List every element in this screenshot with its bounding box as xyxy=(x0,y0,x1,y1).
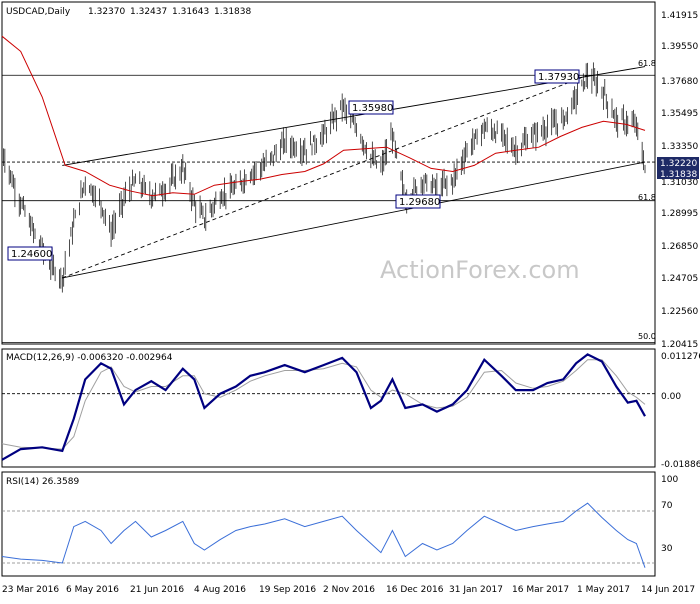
price-tag-upper: 1.32220 xyxy=(660,159,697,169)
price-title: USDCAD,Daily xyxy=(6,7,71,17)
price-plot xyxy=(1,35,655,343)
x-tick-label: 4 Aug 2016 xyxy=(194,585,246,595)
macd-pane: MACD(12,26,9) -0.006320 -0.002964 0.0112… xyxy=(1,348,700,470)
price-ytick: 1.33350 xyxy=(661,142,698,152)
x-tick-label: 23 Mar 2016 xyxy=(2,585,59,595)
x-axis: 23 Mar 2016 6 May 2016 21 Jun 2016 4 Aug… xyxy=(2,585,695,595)
price-pane-frame xyxy=(1,1,656,345)
price-ytick: 1.37680 xyxy=(661,77,698,87)
rsi-line xyxy=(1,502,646,568)
price-tag-bg xyxy=(657,157,699,168)
annotation-box xyxy=(7,246,53,261)
price-ytick: 1.22560 xyxy=(661,307,698,317)
ohlc-open: 1.32370 xyxy=(88,7,125,17)
macd-title: MACD(12,26,9) -0.006320 -0.002964 xyxy=(6,353,173,363)
rsi-ytick: 70 xyxy=(661,501,673,511)
annotation-box xyxy=(534,69,580,84)
annotations: 1.24600 1.35980 1.29680 1.37930 xyxy=(7,69,580,261)
macd-line xyxy=(1,353,646,461)
x-tick-label: 21 Jun 2016 xyxy=(130,585,184,595)
price-ytick: 1.39550 xyxy=(661,42,698,52)
macd-pane-frame xyxy=(1,348,656,468)
fib-label: 61.8 xyxy=(638,193,656,202)
x-tick-label: 16 Mar 2017 xyxy=(512,585,569,595)
fib-label: 50.0 xyxy=(638,332,656,341)
macd-ytick: -0.018868 xyxy=(661,460,700,470)
ohlc-close: 1.31838 xyxy=(214,7,251,17)
macd-plot xyxy=(1,353,655,461)
annotation-label: 1.37930 xyxy=(538,72,579,83)
watermark: ActionForex.com xyxy=(380,256,580,284)
x-tick-label: 31 Jan 2017 xyxy=(449,585,503,595)
price-ytick: 1.24705 xyxy=(661,274,698,284)
x-tick-label: 1 May 2017 xyxy=(577,585,630,595)
rsi-ytick: 100 xyxy=(661,475,678,485)
rsi-plot xyxy=(1,502,655,568)
price-ytick: 1.41915 xyxy=(661,11,698,21)
x-tick-label: 19 Sep 2016 xyxy=(259,585,316,595)
rsi-title: RSI(14) 26.3589 xyxy=(6,477,79,487)
x-tick-label: 16 Dec 2016 xyxy=(386,585,444,595)
x-tick-label: 2 Nov 2016 xyxy=(323,585,375,595)
trendline xyxy=(62,161,646,279)
price-tags: 1.32220 1.31838 xyxy=(657,157,699,180)
price-tag-lower: 1.31838 xyxy=(660,170,697,180)
annotation-box xyxy=(395,194,441,209)
ohlc-high: 1.32437 xyxy=(130,7,167,17)
annotation-box xyxy=(348,100,394,115)
price-pane: USDCAD,Daily 1.32370 1.32437 1.31643 1.3… xyxy=(1,1,699,350)
price-ytick: 1.20415 xyxy=(661,340,698,350)
price-ytick: 1.28995 xyxy=(661,209,698,219)
annotation-label: 1.29680 xyxy=(399,197,440,208)
annotation-label: 1.35980 xyxy=(352,103,393,114)
macd-ytick: 0.00 xyxy=(661,392,681,402)
moving-average-line xyxy=(1,35,646,197)
ohlc-low: 1.31643 xyxy=(172,7,209,17)
trendline xyxy=(62,74,588,279)
x-tick-label: 14 Jun 2017 xyxy=(641,585,695,595)
annotation-label: 1.24600 xyxy=(11,249,52,260)
price-ytick: 1.31030 xyxy=(661,178,698,188)
macd-signal-line xyxy=(1,359,646,450)
price-ytick: 1.26850 xyxy=(661,242,698,252)
fib-label: 61.8 xyxy=(638,59,656,68)
rsi-pane-frame xyxy=(1,471,656,577)
x-tick-label: 6 May 2016 xyxy=(66,585,119,595)
fib-labels: 61.8 61.8 50.0 xyxy=(638,59,656,341)
macd-ytick: 0.011276 xyxy=(661,352,700,362)
rsi-ytick: 30 xyxy=(661,544,673,554)
rsi-pane: RSI(14) 26.3589 100 70 30 xyxy=(1,471,678,577)
price-y-axis: 1.41915 1.39550 1.37680 1.35495 1.33350 … xyxy=(661,11,698,350)
price-ytick: 1.35495 xyxy=(661,109,698,119)
price-tag-bg xyxy=(657,168,699,179)
